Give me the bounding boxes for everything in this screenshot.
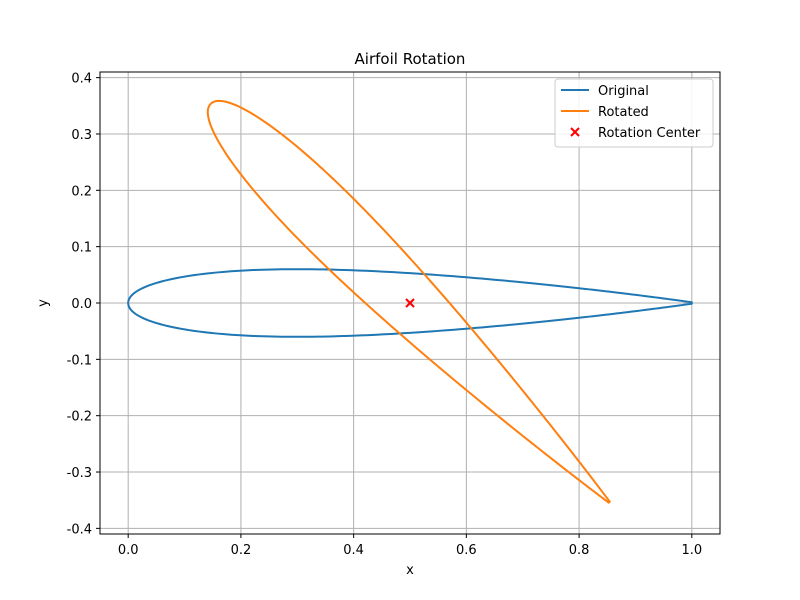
y-tick-label: 0.2 (71, 184, 92, 199)
y-tick-label: -0.3 (67, 466, 92, 481)
y-tick-label: 0.3 (71, 128, 92, 143)
legend-box (554, 78, 714, 148)
y-tick-label: 0.1 (71, 241, 92, 256)
y-tick-label: -0.2 (67, 410, 92, 425)
legend-original-label: Original (598, 84, 649, 99)
x-tick-label: 0.2 (231, 543, 252, 558)
legend: Original Rotated Rotation Center (554, 78, 714, 148)
rotation-center-marker (405, 298, 415, 308)
legend-rotated-label: Rotated (598, 105, 649, 120)
chart-title: Airfoil Rotation (355, 50, 466, 68)
plot-frame (99, 71, 721, 535)
axis-ticks: 0.0 0.2 0.4 0.6 0.8 1.0 -0.4 -0.3 -0.2 -0.1 0.0 0.1… (67, 72, 703, 558)
y-tick-label: -0.4 (67, 522, 92, 537)
y-tick-label: 0.4 (71, 72, 92, 87)
series-layer (127, 99, 693, 504)
x-tick-label: 0.0 (118, 543, 139, 558)
legend-rotation-center-label: Rotation Center (598, 126, 701, 141)
x-axis-label: x (406, 563, 414, 578)
series-original-line (127, 268, 693, 338)
x-tick-label: 0.6 (456, 543, 477, 558)
y-axis-label: y (36, 299, 51, 307)
x-tick-label: 1.0 (681, 543, 702, 558)
y-tick-label: -0.1 (67, 353, 92, 368)
y-tick-label: 0.0 (71, 297, 92, 312)
x-tick-label: 0.8 (569, 543, 590, 558)
x-tick-label: 0.4 (343, 543, 364, 558)
series-rotated-line (206, 99, 611, 504)
legend-rotation-center-marker (570, 127, 580, 137)
